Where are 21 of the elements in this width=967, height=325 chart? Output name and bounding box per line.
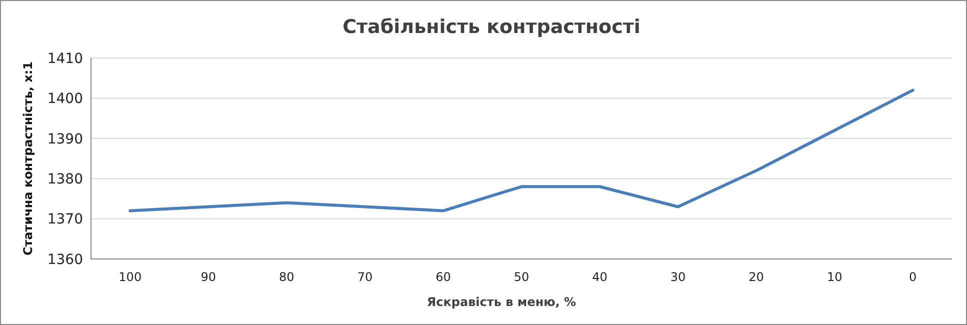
y-tick-label: 1390 (47, 131, 83, 148)
y-tick-label: 1400 (47, 91, 83, 108)
x-tick-label: 80 (279, 270, 294, 284)
y-tick-label: 1380 (47, 172, 83, 188)
x-tick-label: 60 (436, 270, 451, 284)
y-tick-label: 1360 (47, 252, 83, 268)
x-tick-label: 50 (514, 270, 530, 284)
y-tick-label: 1410 (47, 50, 83, 67)
x-tick-label: 20 (748, 270, 764, 284)
x-tick-label: 90 (200, 270, 216, 284)
y-axis-title: Статична контрастність, x:1 (21, 61, 35, 256)
x-tick-label: 0 (909, 270, 917, 284)
chart-title: Стабільність контрастності (342, 16, 640, 38)
x-axis-title: Яскравість в меню, % (426, 295, 576, 309)
line-series (128, 88, 914, 212)
x-tick-label: 30 (670, 270, 686, 284)
x-tick-label: 10 (826, 270, 842, 284)
x-tick-label: 70 (357, 270, 373, 284)
y-tick-label: 1370 (47, 212, 83, 228)
x-tick-label: 100 (118, 270, 142, 284)
x-tick-label: 40 (592, 270, 608, 284)
